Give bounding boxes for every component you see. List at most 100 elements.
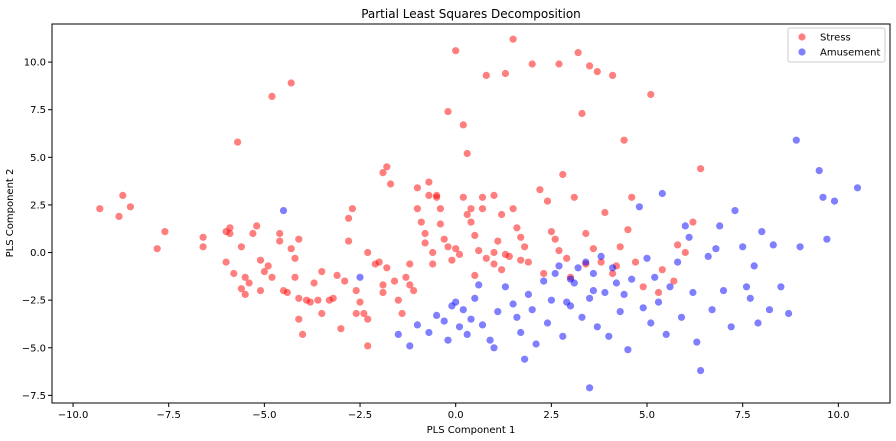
point-stress [455,250,464,258]
legend-marker-stress [798,33,806,41]
point-stress [658,266,666,274]
point-stress [467,205,475,213]
point-stress [222,258,230,266]
point-amusement [777,283,785,291]
point-amusement [467,315,475,323]
point-stress [436,205,444,213]
point-amusement [425,328,433,337]
point-amusement [769,241,777,249]
point-amusement [509,300,517,308]
point-stress [589,245,598,253]
point-stress [295,235,303,243]
point-stress [310,279,318,287]
point-amusement [819,193,827,201]
point-stress [597,258,605,266]
point-amusement [589,287,598,295]
point-amusement [540,277,548,285]
x-axis-label: PLS Component 1 [427,425,516,436]
point-stress [490,191,498,199]
point-stress [482,71,490,79]
point-amusement [662,330,670,338]
point-amusement [517,328,525,337]
point-stress [333,271,341,279]
point-stress [417,218,425,226]
point-stress [563,254,571,262]
point-stress [452,47,460,55]
point-amusement [785,309,793,318]
legend-marker-amusement [798,48,806,56]
point-stress [237,285,245,293]
point-stress [425,178,433,186]
point-stress [337,325,345,333]
point-stress [574,49,582,57]
point-amusement [478,321,487,329]
point-stress [241,290,249,298]
point-stress [287,245,295,253]
point-stress [390,277,399,285]
y-tick-label: −5.0 [22,343,46,354]
point-stress [536,186,544,194]
point-stress [341,277,349,285]
point-stress [471,271,479,279]
point-stress [521,243,529,251]
point-amusement [853,184,862,192]
point-stress [413,184,421,192]
point-amusement [459,306,467,314]
point-stress [490,260,498,268]
point-stress [306,298,314,306]
point-amusement [654,298,663,306]
point-stress [364,342,372,350]
point-stress [524,258,533,266]
point-stress [429,260,437,268]
point-stress [276,229,284,238]
point-amusement [750,262,758,270]
point-stress [578,109,586,118]
point-amusement [712,245,720,253]
point-stress [245,279,253,287]
point-stress [471,231,479,239]
point-amusement [666,283,674,291]
legend-box [787,27,886,63]
point-stress [295,315,303,323]
point-amusement [593,323,601,331]
chart-title: Partial Least Squares Decomposition [361,7,581,21]
point-stress [379,169,387,177]
point-stress [379,288,387,297]
point-stress [551,235,559,243]
point-amusement [547,296,556,304]
point-stress [256,287,265,295]
point-stress [631,258,640,266]
point-stress [436,220,444,228]
point-stress [96,205,104,213]
point-amusement [586,384,594,392]
x-tick-label: 2.5 [543,410,559,421]
point-stress [582,229,590,238]
point-stress [425,191,433,199]
y-tick-label: 2.5 [30,200,46,211]
point-stress [314,296,322,304]
point-stress [410,287,418,295]
point-stress [253,222,261,230]
point-stress [459,121,467,129]
point-stress [329,294,337,302]
point-stress [440,235,448,243]
point-stress [609,269,617,278]
x-tick-label: −2.5 [348,410,372,421]
point-amusement [440,317,448,325]
point-stress [383,264,391,272]
point-stress [444,243,452,251]
point-stress [501,250,509,258]
point-amusement [563,298,571,306]
point-stress [555,60,563,68]
point-stress [348,205,356,213]
point-amusement [589,269,598,278]
point-amusement [528,306,536,314]
point-amusement [708,306,716,314]
point-amusement [716,222,724,230]
point-stress [498,210,506,219]
point-amusement [677,313,686,321]
point-stress [654,288,663,297]
point-stress [513,224,521,232]
point-stress [352,309,360,318]
point-amusement [674,258,682,266]
